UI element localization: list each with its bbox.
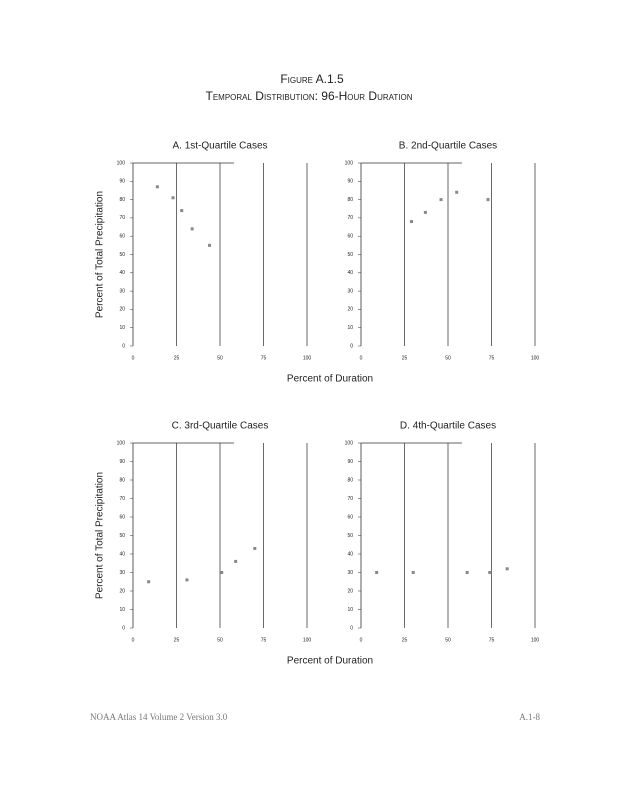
point [190, 227, 194, 231]
x-axis-label: Percent of Duration [287, 374, 373, 385]
point [455, 190, 459, 194]
y-tick-label: 50 [119, 252, 125, 258]
y-tick-label: 30 [119, 288, 125, 294]
x-tick-label: 75 [489, 355, 495, 361]
y-tick-label: 50 [347, 533, 353, 539]
point [411, 571, 415, 574]
y-tick-label: 0 [350, 625, 353, 631]
y-tick-label: 100 [117, 160, 126, 166]
y-tick-label: 80 [119, 477, 125, 483]
point [171, 196, 175, 200]
y-tick-label: 20 [119, 588, 125, 594]
x-tick-label: 0 [132, 355, 135, 361]
x-tick-label: 50 [217, 637, 223, 643]
x-axis-label: Percent of Duration [287, 656, 373, 667]
x-tick-label: 100 [303, 637, 312, 643]
x-tick-label: 50 [217, 355, 223, 361]
point [208, 243, 212, 247]
y-tick-label: 80 [347, 197, 353, 203]
y-tick-label: 70 [347, 496, 353, 502]
y-tick-label: 60 [347, 514, 353, 520]
figure-number: Figure A.1.5 [280, 72, 344, 86]
y-tick-label: 10 [347, 325, 353, 331]
y-tick-label: 10 [119, 607, 125, 613]
y-tick-label: 100 [117, 440, 126, 446]
y-tick-label: 60 [347, 234, 353, 240]
y-axis-label: Percent of Total Precipitation [95, 472, 106, 599]
point [486, 198, 490, 202]
y-tick-label: 80 [347, 477, 353, 483]
y-tick-label: 40 [347, 551, 353, 557]
y-tick-label: 60 [119, 514, 125, 520]
point [180, 209, 184, 213]
x-tick-label: 0 [360, 637, 363, 643]
chart-title: C. 3rd-Quartile Cases [172, 421, 269, 432]
y-tick-label: 70 [347, 215, 353, 221]
footer-right: A.1-8 [519, 712, 540, 722]
x-tick-label: 75 [261, 355, 267, 361]
y-tick-label: 0 [122, 625, 125, 631]
y-tick-label: 30 [347, 570, 353, 576]
point [409, 220, 413, 224]
point [220, 571, 224, 574]
y-tick-label: 50 [119, 533, 125, 539]
point [505, 567, 509, 571]
figure-title: Temporal Distribution: 96-Hour Duration [206, 89, 413, 103]
chart-title: D. 4th-Quartile Cases [400, 421, 496, 432]
point [439, 198, 443, 202]
point [185, 578, 189, 582]
x-tick-label: 100 [531, 637, 540, 643]
y-tick-label: 100 [345, 160, 354, 166]
x-tick-label: 100 [531, 355, 540, 361]
y-axis-label: Percent of Total Precipitation [95, 191, 106, 318]
x-tick-label: 50 [445, 355, 451, 361]
x-tick-label: 25 [402, 355, 408, 361]
x-tick-label: 75 [489, 637, 495, 643]
x-tick-label: 25 [174, 355, 180, 361]
y-tick-label: 20 [347, 307, 353, 313]
y-tick-label: 40 [119, 270, 125, 276]
y-tick-label: 10 [347, 607, 353, 613]
x-tick-label: 75 [261, 637, 267, 643]
y-tick-label: 90 [347, 179, 353, 185]
y-tick-label: 0 [350, 343, 353, 349]
x-tick-label: 0 [360, 355, 363, 361]
y-tick-label: 90 [119, 179, 125, 185]
x-tick-label: 50 [445, 637, 451, 643]
y-tick-label: 90 [119, 459, 125, 465]
point [423, 210, 427, 214]
y-tick-label: 50 [347, 252, 353, 258]
y-tick-label: 70 [119, 496, 125, 502]
y-tick-label: 20 [119, 307, 125, 313]
point [253, 546, 257, 550]
chart-title: B. 2nd-Quartile Cases [399, 141, 497, 152]
x-tick-label: 25 [174, 637, 180, 643]
y-tick-label: 60 [119, 234, 125, 240]
point [375, 571, 379, 574]
y-tick-label: 20 [347, 588, 353, 594]
y-tick-label: 40 [119, 551, 125, 557]
x-tick-label: 25 [402, 637, 408, 643]
point [147, 580, 151, 584]
y-tick-label: 10 [119, 325, 125, 331]
y-tick-label: 30 [119, 570, 125, 576]
y-tick-label: 0 [122, 343, 125, 349]
y-tick-label: 70 [119, 215, 125, 221]
y-tick-label: 90 [347, 459, 353, 465]
x-tick-label: 100 [303, 355, 312, 361]
footer-left: NOAA Atlas 14 Volume 2 Version 3.0 [90, 712, 228, 722]
chart-title: A. 1st-Quartile Cases [172, 141, 267, 152]
y-tick-label: 30 [347, 288, 353, 294]
y-tick-label: 100 [345, 440, 354, 446]
point [155, 185, 159, 189]
point [234, 559, 238, 563]
y-tick-label: 40 [347, 270, 353, 276]
x-tick-label: 0 [132, 637, 135, 643]
point [465, 571, 469, 574]
point [488, 571, 492, 574]
y-tick-label: 80 [119, 197, 125, 203]
